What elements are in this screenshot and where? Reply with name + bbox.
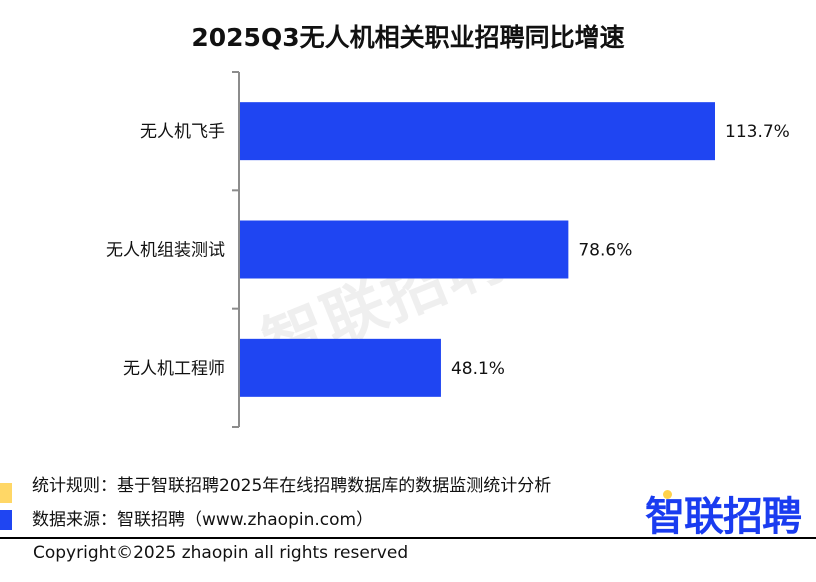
zhaopin-logo: 智联招聘 xyxy=(645,484,802,542)
logo-dot xyxy=(663,490,672,499)
source-note: 数据来源：智联招聘（www.zhaopin.com） xyxy=(32,510,374,530)
bar-chart: 无人机飞手 113.7% 无人机组装测试 78.6% 无人机工程师 48.1% xyxy=(106,71,790,428)
rule-note: 统计规则：基于智联招聘2025年在线招聘数据库的数据监测统计分析 xyxy=(32,476,552,496)
copyright: Copyright©2025 zhaopin all rights reserv… xyxy=(33,543,409,563)
bar xyxy=(240,102,715,161)
footer-divider xyxy=(0,537,816,539)
category-label: 无人机组装测试 xyxy=(106,241,225,261)
logo-text: 智联招聘 xyxy=(645,494,802,540)
source-marker xyxy=(0,510,12,530)
rule-marker xyxy=(0,483,12,503)
data-label: 48.1% xyxy=(451,359,505,379)
bar xyxy=(240,220,569,279)
category-label: 无人机工程师 xyxy=(123,359,225,379)
data-label: 78.6% xyxy=(578,241,632,261)
category-label: 无人机飞手 xyxy=(140,122,225,142)
data-label: 113.7% xyxy=(725,122,790,142)
bar xyxy=(240,338,441,397)
chart-title: 2025Q3无人机相关职业招聘同比增速 xyxy=(191,23,625,52)
